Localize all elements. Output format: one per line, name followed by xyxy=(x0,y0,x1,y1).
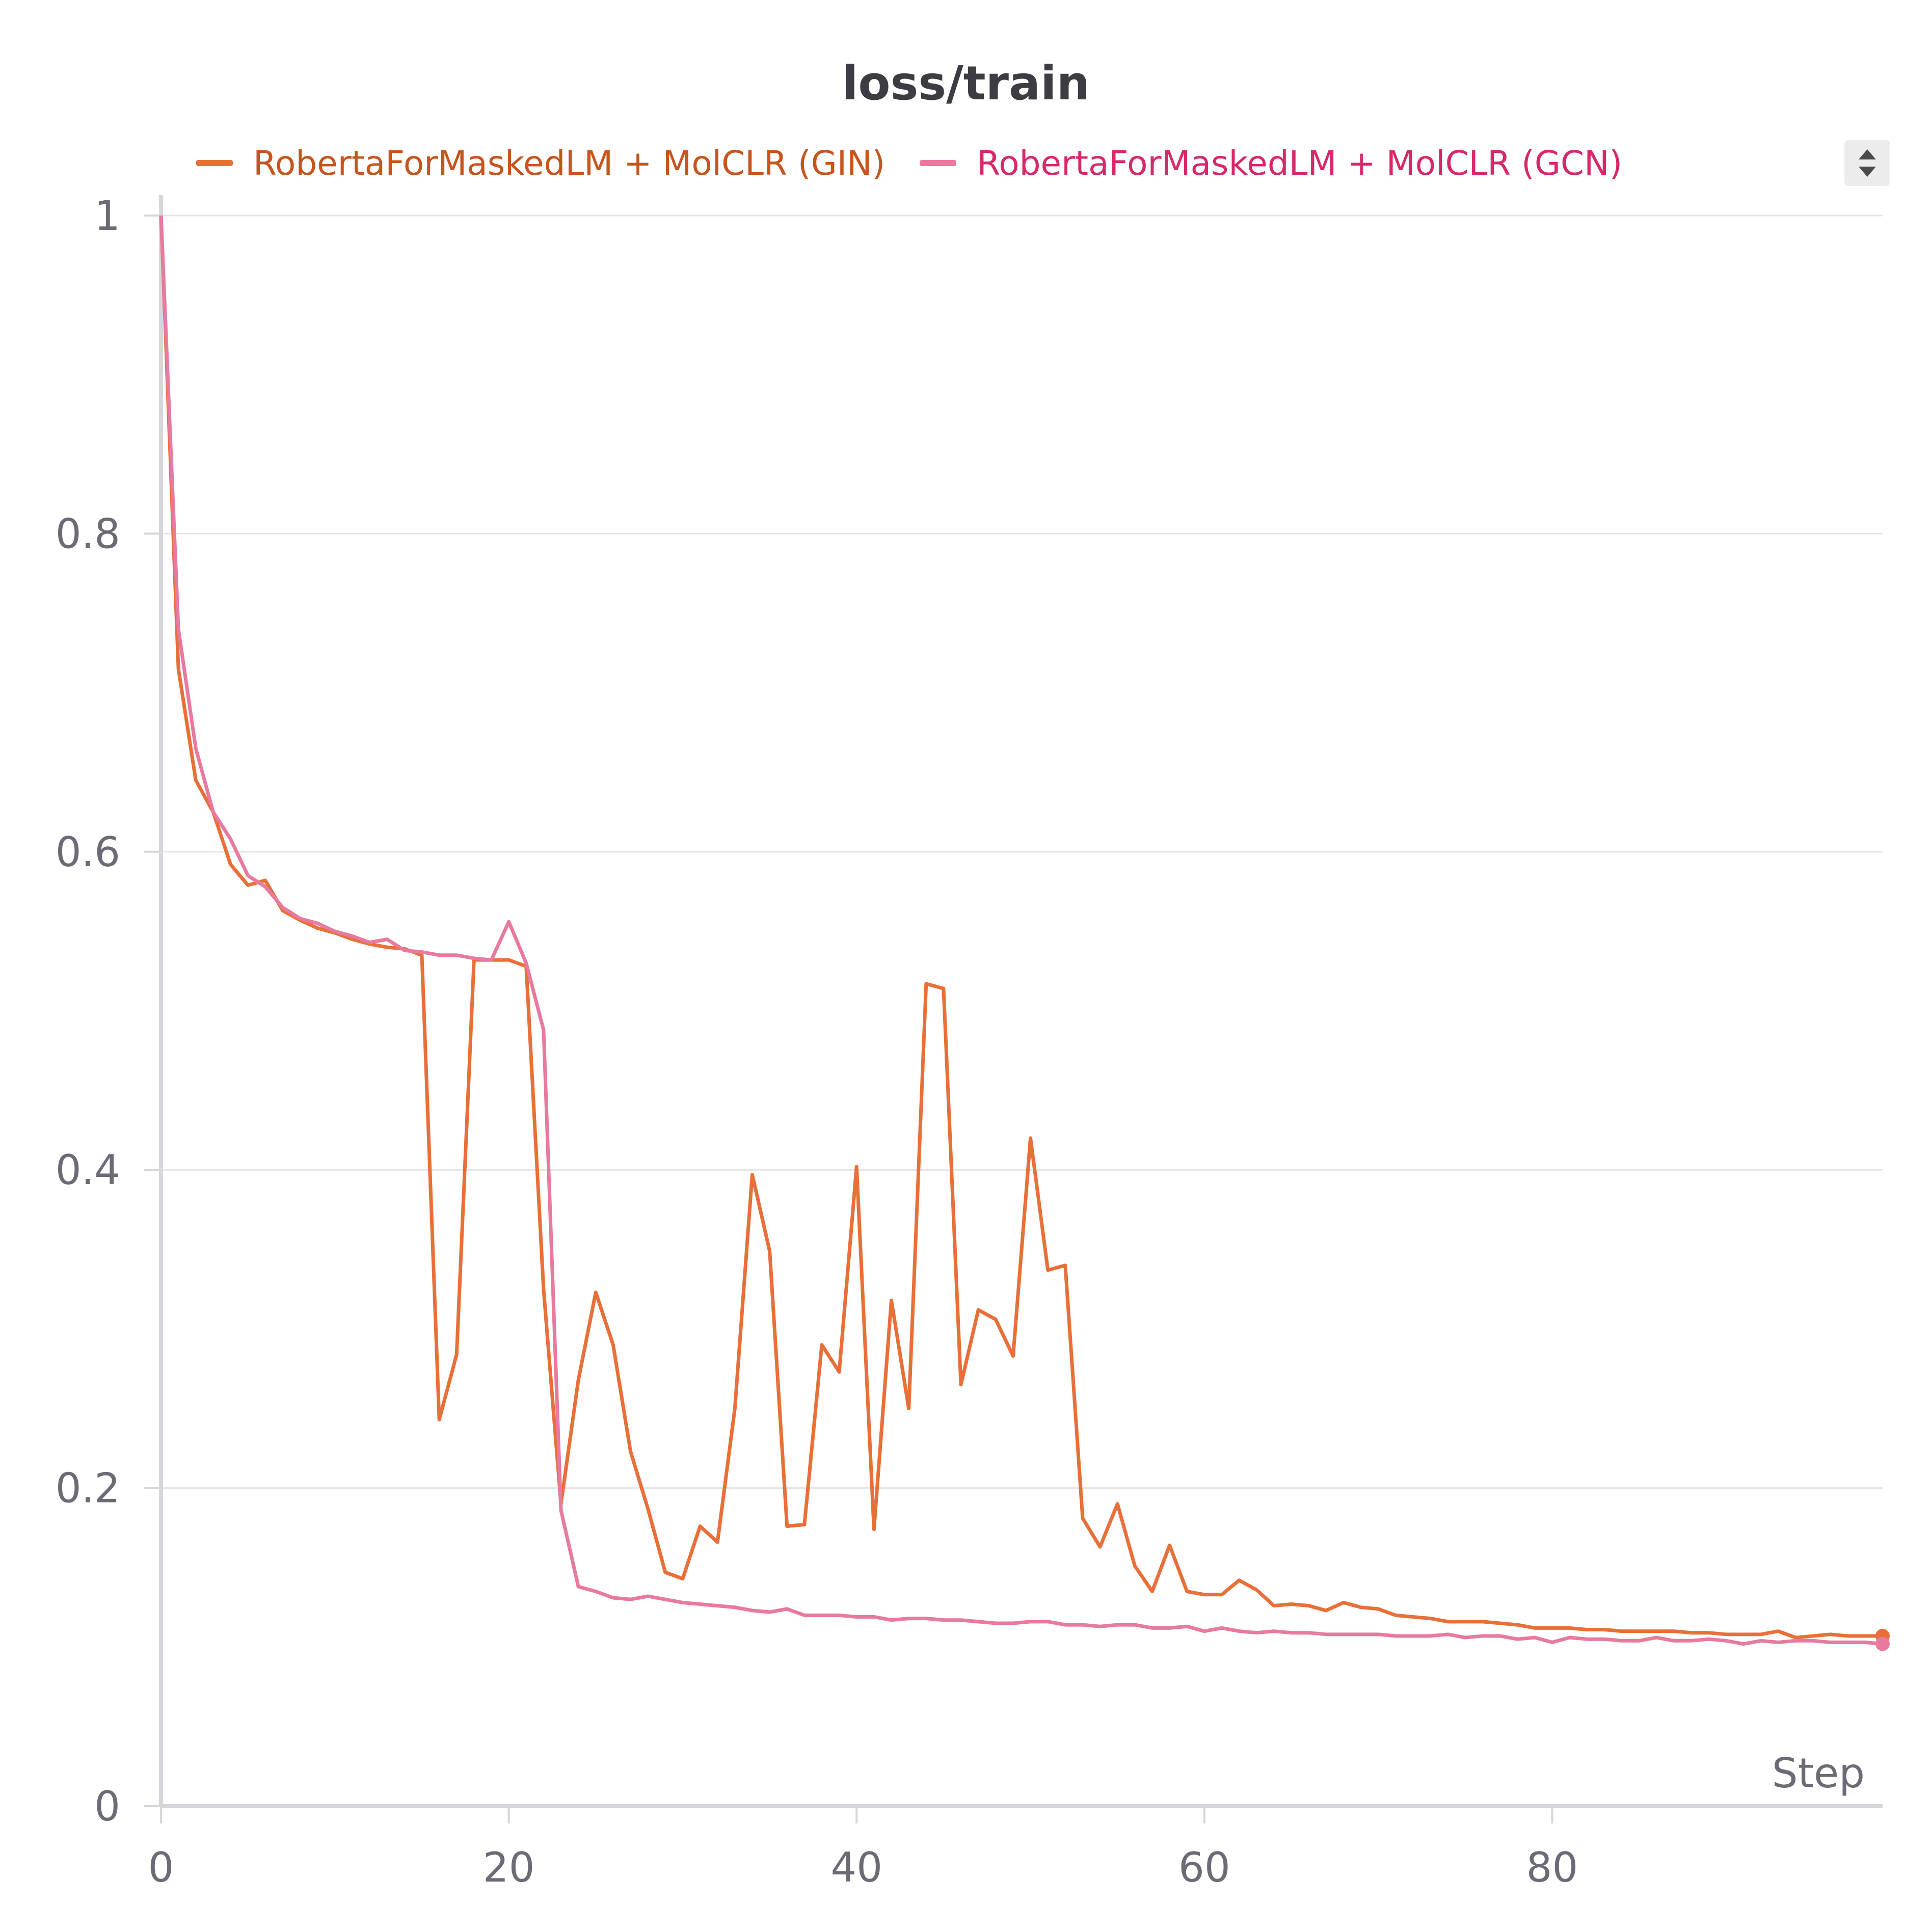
legend-label-gin: RobertaForMaskedLM + MolCLR (GIN) xyxy=(253,143,886,183)
legend: RobertaForMaskedLM + MolCLR (GIN) Robert… xyxy=(196,140,1657,186)
chart-title: loss/train xyxy=(842,56,1090,111)
legend-scroll-button[interactable] xyxy=(1844,140,1890,186)
series-line-gin xyxy=(159,215,1883,1640)
y-tick-label: 0.4 xyxy=(56,1146,120,1194)
legend-swatch-gcn xyxy=(920,160,957,166)
x-axis-label: Step xyxy=(1772,1750,1865,1797)
y-tick-label: 1 xyxy=(94,192,120,239)
x-tick-label: 0 xyxy=(148,1844,174,1891)
gridlines xyxy=(161,214,1883,1489)
sort-arrows-icon xyxy=(1859,149,1876,177)
tick-labels: 0 0.2 0.4 0.6 0.8 1 0 20 40 60 80 xyxy=(56,192,1578,1891)
axes xyxy=(144,195,1883,1823)
legend-item-gin[interactable]: RobertaForMaskedLM + MolCLR (GIN) xyxy=(196,144,885,183)
x-tick-label: 40 xyxy=(830,1844,882,1891)
y-tick-label: 0.2 xyxy=(56,1465,120,1512)
y-tick-label: 0.8 xyxy=(56,510,120,557)
y-tick-label: 0 xyxy=(94,1783,120,1830)
series-lines xyxy=(159,215,1890,1651)
series-end-point-gcn xyxy=(1875,1636,1890,1651)
y-tick-label: 0.6 xyxy=(56,828,120,876)
x-tick-label: 60 xyxy=(1178,1844,1230,1891)
series-line-gcn xyxy=(159,215,1883,1646)
legend-item-gcn[interactable]: RobertaForMaskedLM + MolCLR (GCN) xyxy=(920,144,1622,183)
legend-swatch-gin xyxy=(196,160,233,166)
x-tick-label: 80 xyxy=(1526,1844,1578,1891)
legend-label-gcn: RobertaForMaskedLM + MolCLR (GCN) xyxy=(977,143,1623,183)
x-tick-label: 20 xyxy=(483,1844,535,1891)
